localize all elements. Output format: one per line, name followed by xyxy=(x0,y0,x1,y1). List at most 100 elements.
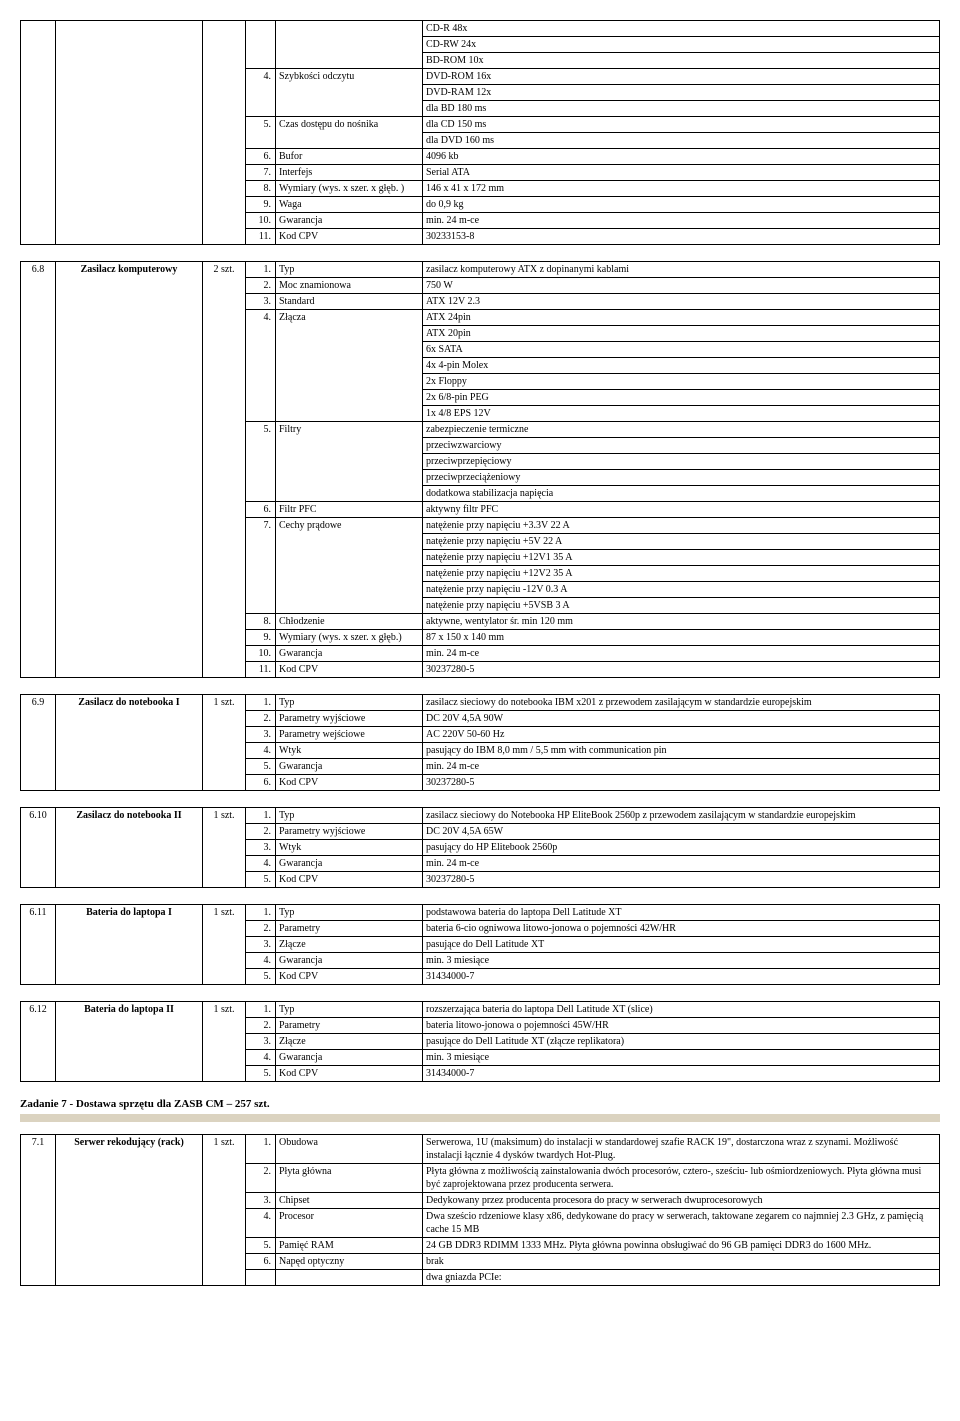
spec-value: aktywne, wentylator śr. min 120 mm xyxy=(423,614,940,630)
spec-key: Gwarancja xyxy=(276,759,423,775)
spec-key: Gwarancja xyxy=(276,646,423,662)
spec-value: 2x Floppy xyxy=(423,374,940,390)
spec-num: 1. xyxy=(246,905,276,921)
spec-value: 30237280-5 xyxy=(423,775,940,791)
table-row: 6.8Zasilacz komputerowy2 szt.1.Typzasila… xyxy=(21,262,940,278)
spec-value: 4096 kb xyxy=(423,149,940,165)
spec-key: Kod CPV xyxy=(276,969,423,985)
spec-value: CD-R 48x xyxy=(423,21,940,37)
spec-num: 1. xyxy=(246,695,276,711)
spec-key: Wymiary (wys. x szer. x głęb.) xyxy=(276,630,423,646)
spec-key: Kod CPV xyxy=(276,229,423,245)
spec-value: ATX 24pin xyxy=(423,310,940,326)
spec-value: bateria 6-cio ogniwowa litowo-jonowa o p… xyxy=(423,921,940,937)
spec-value: Płyta główna z możliwością zainstalowani… xyxy=(423,1164,940,1193)
spec-key: Złącza xyxy=(276,310,423,422)
spec-table: 6.10Zasilacz do notebooka II1 szt.1.Typz… xyxy=(20,807,940,888)
item-id-cell: 6.12 xyxy=(21,1002,56,1082)
item-id-cell: 6.8 xyxy=(21,262,56,678)
item-qty-cell: 1 szt. xyxy=(203,695,246,791)
item-id-cell: 7.1 xyxy=(21,1135,56,1286)
spec-num: 2. xyxy=(246,711,276,727)
spec-key: Gwarancja xyxy=(276,953,423,969)
item-qty-cell xyxy=(203,21,246,245)
spec-value: zasilacz sieciowy do Notebooka HP EliteB… xyxy=(423,808,940,824)
spec-key: Czas dostępu do nośnika xyxy=(276,117,423,149)
item-name-cell: Zasilacz komputerowy xyxy=(56,262,203,678)
spec-num: 4. xyxy=(246,1209,276,1238)
spec-value: 146 x 41 x 172 mm xyxy=(423,181,940,197)
spec-key: Typ xyxy=(276,905,423,921)
spec-num: 10. xyxy=(246,646,276,662)
spec-value: 87 x 150 x 140 mm xyxy=(423,630,940,646)
spec-num: 9. xyxy=(246,630,276,646)
spec-key: Interfejs xyxy=(276,165,423,181)
spec-num: 5. xyxy=(246,1238,276,1254)
section-band xyxy=(20,1114,940,1122)
spec-value: przeciwprzeciążeniowy xyxy=(423,470,940,486)
spec-num: 4. xyxy=(246,310,276,422)
item-name-cell: Zasilacz do notebooka I xyxy=(56,695,203,791)
spec-key: Cechy prądowe xyxy=(276,518,423,614)
spec-key: Gwarancja xyxy=(276,856,423,872)
spec-num: 5. xyxy=(246,872,276,888)
spec-value: min. 3 miesiące xyxy=(423,953,940,969)
spec-key: Filtry xyxy=(276,422,423,502)
spec-key xyxy=(276,1270,423,1286)
spec-value: pasujące do Dell Latitude XT xyxy=(423,937,940,953)
item-id-cell xyxy=(21,21,56,245)
spec-key: Kod CPV xyxy=(276,662,423,678)
spec-num: 7. xyxy=(246,518,276,614)
spec-key: Gwarancja xyxy=(276,1050,423,1066)
spec-table: 7.1Serwer rekodujący (rack)1 szt.1.Obudo… xyxy=(20,1134,940,1286)
table-row: 6.9Zasilacz do notebooka I1 szt.1.Typzas… xyxy=(21,695,940,711)
item-name-cell xyxy=(56,21,203,245)
spec-value: min. 24 m-ce xyxy=(423,856,940,872)
section-7-title: Zadanie 7 - Dostawa sprzętu dla ZASB CM … xyxy=(20,1098,940,1110)
spec-value: 30233153-8 xyxy=(423,229,940,245)
spec-key: Parametry xyxy=(276,921,423,937)
spec-value: min. 24 m-ce xyxy=(423,759,940,775)
spec-value: Dedykowany przez producenta procesora do… xyxy=(423,1193,940,1209)
spec-key: Złącze xyxy=(276,1034,423,1050)
spec-key: Wtyk xyxy=(276,840,423,856)
spec-num: 6. xyxy=(246,775,276,791)
spec-key: Filtr PFC xyxy=(276,502,423,518)
spec-value: natężenie przy napięciu +5VSB 3 A xyxy=(423,598,940,614)
spec-key xyxy=(276,21,423,69)
spec-value: brak xyxy=(423,1254,940,1270)
spec-num: 6. xyxy=(246,149,276,165)
item-id-cell: 6.10 xyxy=(21,808,56,888)
spec-value: min. 24 m-ce xyxy=(423,213,940,229)
spec-num: 1. xyxy=(246,1135,276,1164)
spec-value: 750 W xyxy=(423,278,940,294)
spec-key: Napęd optyczny xyxy=(276,1254,423,1270)
spec-num: 1. xyxy=(246,262,276,278)
spec-key: Obudowa xyxy=(276,1135,423,1164)
spec-num: 11. xyxy=(246,662,276,678)
table-row: 6.10Zasilacz do notebooka II1 szt.1.Typz… xyxy=(21,808,940,824)
spec-value: bateria litowo-jonowa o pojemności 45W/H… xyxy=(423,1018,940,1034)
spec-value: dla DVD 160 ms xyxy=(423,133,940,149)
spec-value: BD-ROM 10x xyxy=(423,53,940,69)
spec-value: Serwerowa, 1U (maksimum) do instalacji w… xyxy=(423,1135,940,1164)
spec-num: 2. xyxy=(246,824,276,840)
item-name-cell: Zasilacz do notebooka II xyxy=(56,808,203,888)
spec-num: 2. xyxy=(246,1164,276,1193)
spec-num: 3. xyxy=(246,1193,276,1209)
spec-num: 3. xyxy=(246,937,276,953)
spec-value: 1x 4/8 EPS 12V xyxy=(423,406,940,422)
spec-num: 2. xyxy=(246,921,276,937)
spec-key: Parametry wyjściowe xyxy=(276,824,423,840)
spec-value: natężenie przy napięciu +3.3V 22 A xyxy=(423,518,940,534)
spec-key: Wymiary (wys. x szer. x głęb. ) xyxy=(276,181,423,197)
spec-value: dodatkowa stabilizacja napięcia xyxy=(423,486,940,502)
spec-value: 31434000-7 xyxy=(423,1066,940,1082)
spec-value: ATX 12V 2.3 xyxy=(423,294,940,310)
item-id-cell: 6.9 xyxy=(21,695,56,791)
spec-num: 11. xyxy=(246,229,276,245)
spec-key: Wtyk xyxy=(276,743,423,759)
spec-table: 6.11Bateria do laptopa I1 szt.1.Typpodst… xyxy=(20,904,940,985)
item-qty-cell: 1 szt. xyxy=(203,1135,246,1286)
spec-value: AC 220V 50-60 Hz xyxy=(423,727,940,743)
